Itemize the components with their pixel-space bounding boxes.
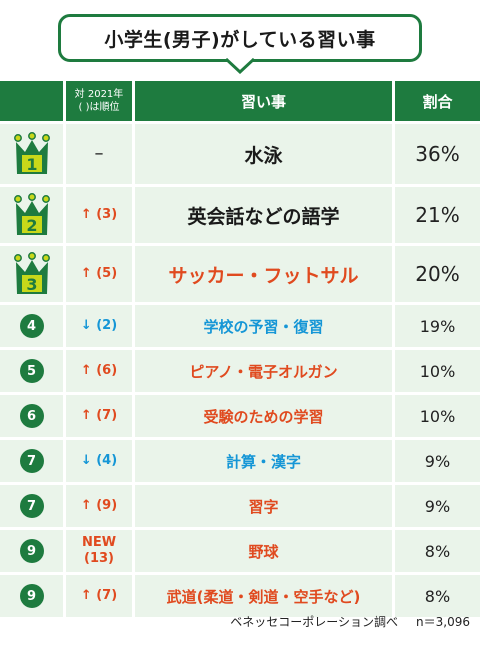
title-area: 小学生(男子)がしている習い事	[0, 0, 480, 80]
rank-cell: 7	[0, 440, 63, 482]
rank-badge: 9	[19, 584, 44, 608]
change-cell: NEW (13)	[66, 530, 132, 572]
ratio-cell: 8%	[395, 530, 480, 572]
table-row: 7 ↓ (4) 計算・漢字 9%	[0, 440, 480, 482]
change-cell: –	[66, 124, 132, 184]
change-text: ↓ (4)	[80, 453, 118, 468]
footer-source: ベネッセコーポレーション調べ	[230, 615, 399, 629]
crown-rank-number: 2	[26, 216, 37, 235]
ratio-cell: 36%	[395, 124, 480, 184]
change-cell: ↓ (4)	[66, 440, 132, 482]
table-row: 5 ↑ (6) ピアノ・電子オルガン 10%	[0, 350, 480, 392]
ratio-cell: 9%	[395, 485, 480, 527]
change-cell: ↑ (5)	[66, 246, 132, 302]
rank-badge: 9	[19, 539, 44, 563]
rank-badge: 5	[19, 359, 44, 383]
item-cell: 受験のための学習	[135, 395, 392, 437]
header-item: 習い事	[135, 81, 392, 121]
item-cell: 英会話などの語学	[135, 187, 392, 243]
change-text: ↑ (5)	[80, 266, 118, 281]
change-cell: ↑ (6)	[66, 350, 132, 392]
crown-rank-number: 3	[26, 275, 37, 294]
item-cell: ピアノ・電子オルガン	[135, 350, 392, 392]
ratio-cell: 19%	[395, 305, 480, 347]
rank-cell: 9	[0, 530, 63, 572]
change-text: ↑ (7)	[80, 588, 118, 603]
table-row: 7 ↑ (9) 習字 9%	[0, 485, 480, 527]
change-text: ↑ (6)	[80, 363, 118, 378]
table-row: 9 NEW (13) 野球 8%	[0, 530, 480, 572]
rank-cell: 2	[0, 187, 63, 243]
rank-badge: 4	[19, 314, 44, 338]
rank-cell: 1	[0, 124, 63, 184]
crown-icon: 3	[13, 252, 50, 294]
item-cell: 計算・漢字	[135, 440, 392, 482]
table-row: 6 ↑ (7) 受験のための学習 10%	[0, 395, 480, 437]
item-cell: 学校の予習・復習	[135, 305, 392, 347]
change-text-secondary: (13)	[84, 551, 114, 566]
ratio-cell: 10%	[395, 350, 480, 392]
change-cell: ↓ (2)	[66, 305, 132, 347]
item-cell: サッカー・フットサル	[135, 246, 392, 302]
chart-title: 小学生(男子)がしている習い事	[58, 14, 422, 62]
ratio-cell: 8%	[395, 575, 480, 617]
ratio-cell: 21%	[395, 187, 480, 243]
rank-cell: 7	[0, 485, 63, 527]
rank-cell: 4	[0, 305, 63, 347]
table-row: 9 ↑ (7) 武道(柔道・剣道・空手など) 8%	[0, 575, 480, 617]
header-change-line2: ( )は順位	[78, 102, 120, 113]
ratio-cell: 10%	[395, 395, 480, 437]
rank-badge: 7	[19, 449, 44, 473]
header-rank	[0, 81, 63, 121]
table-row: 1 – 水泳 36%	[0, 124, 480, 184]
rank-cell: 5	[0, 350, 63, 392]
item-cell: 野球	[135, 530, 392, 572]
change-text: ↓ (2)	[80, 318, 118, 333]
change-text: ↑ (7)	[80, 408, 118, 423]
crown-icon: 2	[13, 193, 50, 235]
change-cell: ↑ (9)	[66, 485, 132, 527]
rank-cell: 9	[0, 575, 63, 617]
crown-rank-number: 1	[26, 155, 37, 174]
table-row: 4 ↓ (2) 学校の予習・復習 19%	[0, 305, 480, 347]
table-header: 対 2021年 ( )は順位 習い事 割合	[0, 81, 480, 121]
change-text: –	[94, 143, 104, 164]
rank-badge: 7	[19, 494, 44, 518]
ratio-cell: 9%	[395, 440, 480, 482]
change-text: ↑ (3)	[80, 207, 118, 222]
table-row: 3 ↑ (5) サッカー・フットサル 20%	[0, 246, 480, 302]
header-ratio: 割合	[395, 81, 480, 121]
item-cell: 武道(柔道・剣道・空手など)	[135, 575, 392, 617]
table-row: 2 ↑ (3) 英会話などの語学 21%	[0, 187, 480, 243]
footer-sample: n＝3,096	[416, 615, 470, 629]
header-change-line1: 対 2021年	[74, 89, 124, 100]
rank-badge: 6	[19, 404, 44, 428]
rank-cell: 6	[0, 395, 63, 437]
crown-icon: 1	[13, 132, 50, 174]
table-body: 1 – 水泳 36% 2 ↑ (3) 英会話などの語学 21% 3 ↑ (5) サッカー・フットサル…	[0, 124, 480, 620]
rank-cell: 3	[0, 246, 63, 302]
header-change: 対 2021年 ( )は順位	[66, 81, 132, 121]
ratio-cell: 20%	[395, 246, 480, 302]
change-cell: ↑ (3)	[66, 187, 132, 243]
change-text: NEW	[81, 535, 117, 550]
change-cell: ↑ (7)	[66, 575, 132, 617]
change-cell: ↑ (7)	[66, 395, 132, 437]
change-text: ↑ (9)	[80, 498, 118, 513]
item-cell: 習字	[135, 485, 392, 527]
item-cell: 水泳	[135, 124, 392, 184]
footer: ベネッセコーポレーション調べ n＝3,096	[230, 613, 470, 630]
